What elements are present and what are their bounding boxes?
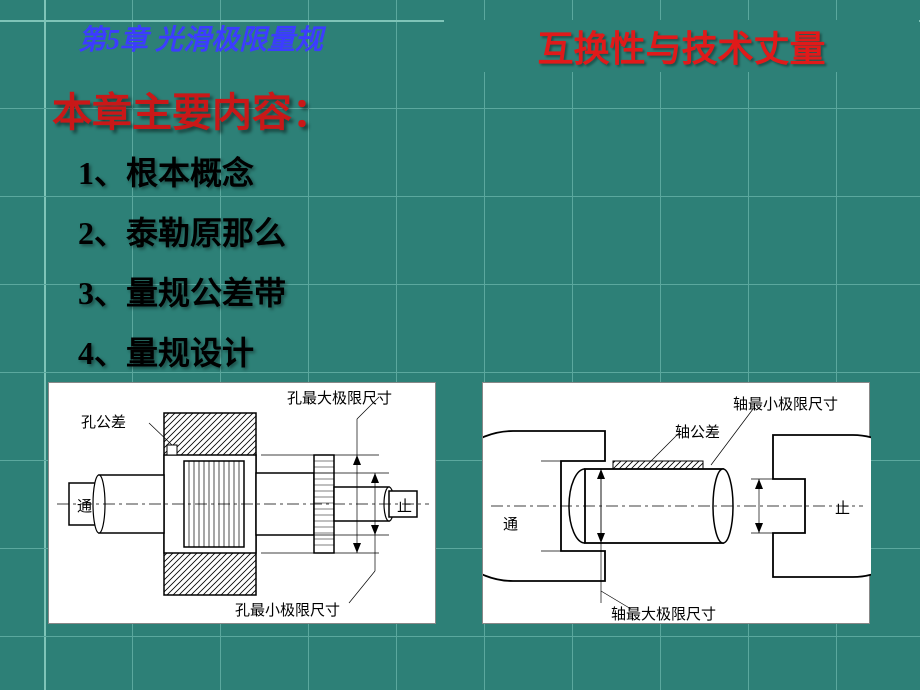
list-item: 3、量规公差带 — [78, 268, 286, 314]
list-item: 2、泰勒原那么 — [78, 208, 286, 254]
list-item: 4、量规设计 — [78, 328, 286, 374]
header-title: 互换性与技术丈量 — [537, 20, 825, 72]
label-nogo-left: 止 — [397, 495, 412, 516]
header-box: 互换性与技术丈量 — [444, 20, 919, 72]
label-shaft-max: 轴最大极限尺寸 — [611, 603, 716, 624]
section-heading: 本章主要内容： — [52, 80, 332, 138]
list-item: 1、根本概念 — [78, 148, 286, 194]
content-list: 1、根本概念 2、泰勒原那么 3、量规公差带 4、量规设计 — [78, 148, 286, 388]
label-hole-max: 孔最大极限尺寸 — [287, 387, 392, 408]
label-go-right: 通 — [503, 513, 518, 534]
label-shaft-tolerance: 轴公差 — [675, 421, 720, 442]
label-hole-min: 孔最小极限尺寸 — [235, 599, 340, 620]
chapter-title: 第5章 光滑极限量规 — [78, 18, 323, 58]
diagram-shaft-gauge: 轴公差 轴最小极限尺寸 轴最大极限尺寸 通 止 — [482, 382, 870, 624]
label-go-left: 通 — [77, 495, 92, 516]
diagram-hole-gauge: 孔公差 孔最大极限尺寸 孔最小极限尺寸 通 止 — [48, 382, 436, 624]
label-nogo-right: 止 — [835, 497, 850, 518]
diagrams: 孔公差 孔最大极限尺寸 孔最小极限尺寸 通 止 — [48, 382, 870, 624]
label-hole-tolerance: 孔公差 — [81, 411, 126, 432]
label-shaft-min: 轴最小极限尺寸 — [733, 393, 838, 414]
